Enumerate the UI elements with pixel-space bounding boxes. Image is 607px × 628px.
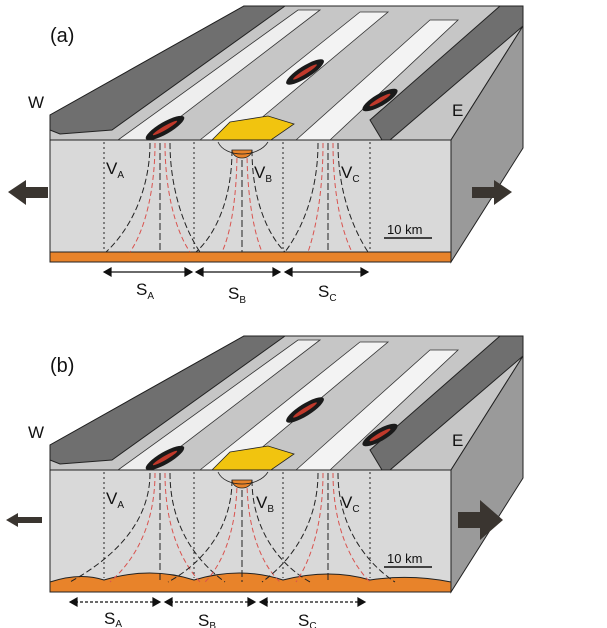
segment-extent-arrows bbox=[68, 596, 367, 608]
dike-swarm-b bbox=[195, 149, 286, 253]
lava-flow-b-core bbox=[293, 402, 317, 418]
east-label: E bbox=[452, 431, 463, 450]
panel-a: (a) W E VA VB VC 10 km SA SB SC bbox=[8, 5, 524, 306]
west-rift-shoulder bbox=[49, 5, 287, 135]
segment-label-b: SB bbox=[198, 611, 216, 628]
block-front-face bbox=[49, 469, 452, 583]
dike-swarm-a bbox=[69, 472, 226, 583]
dike-swarm-c bbox=[284, 142, 369, 253]
segment-label-a: SA bbox=[104, 609, 122, 628]
volcano-label-a: VA bbox=[106, 489, 124, 511]
lava-flow-c-core bbox=[369, 428, 391, 442]
west-extension-arrow bbox=[6, 513, 42, 527]
west-label: W bbox=[28, 93, 44, 112]
dike-swarm-c bbox=[261, 472, 396, 583]
magma-layer bbox=[49, 572, 452, 593]
block-side-face bbox=[450, 24, 524, 264]
segment-label-c: SC bbox=[298, 611, 317, 628]
panel-b: (b) W E VA VB VC 10 km SA SB SC bbox=[6, 335, 524, 628]
segment-label-c: SC bbox=[318, 282, 337, 304]
panel-label: (a) bbox=[50, 25, 74, 47]
magma-layer bbox=[49, 251, 452, 263]
west-extension-arrow bbox=[8, 180, 48, 205]
panel-label: (b) bbox=[50, 355, 74, 377]
volcano-label-a: VA bbox=[106, 159, 124, 181]
dike-swarm-a bbox=[105, 142, 201, 253]
segment-label-a: SA bbox=[136, 280, 154, 302]
lava-flow-c-core bbox=[369, 93, 391, 107]
lava-flow-b-core bbox=[293, 64, 317, 80]
west-rift-shoulder bbox=[49, 335, 287, 465]
scale-bar-label: 10 km bbox=[387, 551, 422, 566]
volcano-label-b: VB bbox=[254, 163, 272, 185]
east-extension-arrow bbox=[472, 180, 512, 205]
scale-bar-label: 10 km bbox=[387, 222, 422, 237]
volcano-label-b: VB bbox=[256, 493, 274, 515]
volcano-label-c: VC bbox=[341, 493, 360, 515]
caldera-fan-b bbox=[217, 141, 269, 155]
caldera-fan-b bbox=[217, 471, 269, 485]
east-label: E bbox=[452, 101, 463, 120]
west-label: W bbox=[28, 423, 44, 442]
segment-label-b: SB bbox=[228, 284, 246, 306]
block-side-face bbox=[450, 354, 524, 594]
lava-flow-a-core bbox=[152, 450, 178, 466]
volcano-label-c: VC bbox=[341, 163, 360, 185]
east-extension-arrow bbox=[458, 500, 503, 540]
lava-flow-a-core bbox=[152, 120, 178, 136]
segment-extent-arrows bbox=[102, 266, 370, 278]
